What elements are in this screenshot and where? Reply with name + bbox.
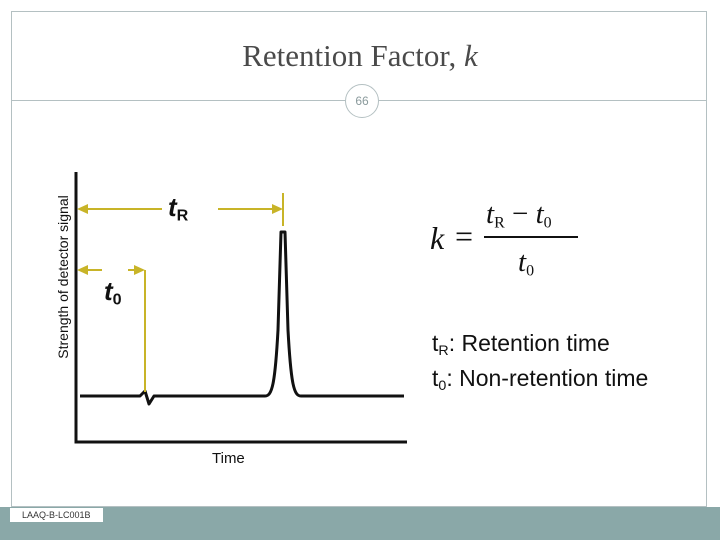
formula-denominator: t0 [518,246,534,279]
axes-frame [74,172,407,444]
t0-label: t0 [104,276,122,309]
retention-factor-formula: k = tR − t0 t0 [430,196,580,288]
title-text: Retention Factor, [242,38,457,73]
footer-label: LAAQ-B-LC001B [10,508,103,522]
def1-sym: t [432,330,439,356]
formula-numerator: tR − t0 [486,198,552,231]
formula-equals: = [455,218,474,254]
slide-title: Retention Factor, k [0,38,720,74]
footer-bar [0,507,720,540]
num-op: − [504,198,536,230]
t0-arrow-head-right [134,265,145,275]
num-a: t [486,198,495,230]
t0-label-sub: 0 [112,290,122,309]
t0-label-main: t [104,276,113,306]
tr-label-main: t [168,192,177,222]
num-b-sub: 0 [543,214,552,232]
y-axis-label: Strength of detector signal [55,195,71,359]
tr-label-sub: R [176,206,189,225]
definition-non-retention-time: t0: Non-retention time [432,365,649,394]
num-a-sub: R [494,214,505,232]
def2-sym: t [432,365,439,391]
page-number: 66 [345,84,379,118]
fraction-bar [484,236,578,238]
den-a: t [518,246,527,278]
formula-lhs: k [430,220,445,256]
def1-text: : Retention time [448,330,610,356]
tr-label: tR [168,192,189,225]
x-axis-label: Time [212,450,245,467]
signal-trace [80,230,404,406]
num-b: t [535,198,544,230]
definition-retention-time: tR: Retention time [432,330,610,359]
tr-arrow-head-right [272,204,283,214]
tr-arrow-head-left [77,204,88,214]
title-symbol: k [463,38,478,73]
slide-frame [11,11,707,507]
def2-text: : Non-retention time [446,365,649,391]
def2-sub: 0 [438,377,447,394]
def1-sub: R [438,342,449,359]
den-a-sub: 0 [526,262,535,280]
t0-arrow-head-left [77,265,88,275]
